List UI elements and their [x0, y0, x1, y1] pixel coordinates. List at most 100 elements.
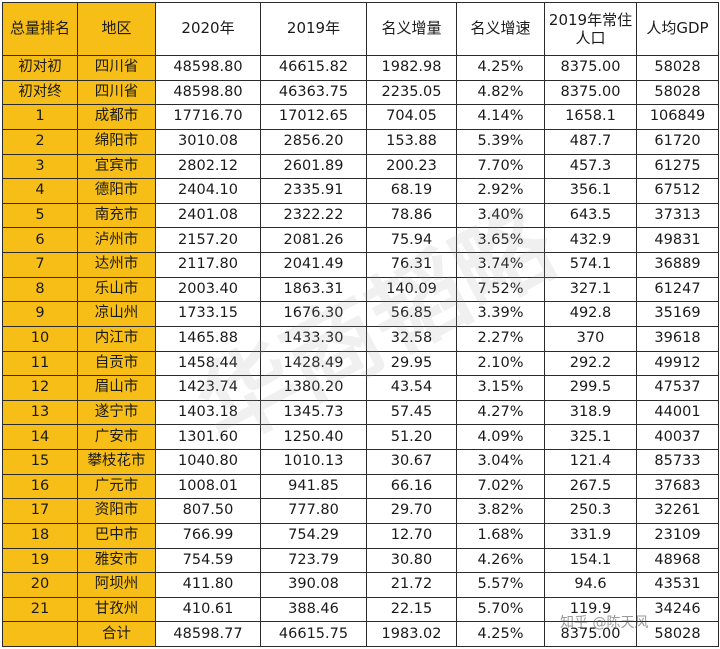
- gdp-2020-cell: 2401.08: [155, 202, 261, 229]
- gdp-2020-cell: 411.80: [155, 572, 261, 598]
- region-cell: 四川省: [77, 55, 156, 81]
- region-cell: 资阳市: [77, 498, 156, 524]
- rank-cell: 7: [2, 252, 78, 278]
- table-row: 16 广元市 1008.01 941.85 66.16 7.02% 267.5 37683: [2, 473, 719, 500]
- population-cell: 643.5: [544, 202, 637, 229]
- table-row: 17 资阳市 807.50 777.80 29.70 3.82% 250.3 32261: [2, 498, 719, 524]
- table-row: 9 凉山州 1733.15 1676.30 56.85 3.39% 492.8 35169: [2, 301, 719, 327]
- per-capita-cell: 37313: [636, 202, 719, 229]
- rank-cell: 8: [2, 276, 78, 303]
- gdp-2019-cell: 2081.26: [260, 227, 367, 253]
- gdp-2019-cell: 1433.30: [260, 325, 367, 352]
- growth-cell: 1.68%: [456, 522, 545, 549]
- region-cell: 雅安市: [77, 547, 156, 574]
- gdp-2019-cell: 1863.31: [260, 276, 367, 303]
- gdp-2019-cell: 46615.75: [260, 621, 367, 647]
- table-row: 18 巴中市 766.99 754.29 12.70 1.68% 331.9 23109: [2, 522, 719, 549]
- increment-cell: 43.54: [366, 375, 457, 401]
- increment-cell: 12.70: [366, 522, 457, 549]
- gdp-2020-cell: 1040.80: [155, 449, 261, 475]
- table-row: 14 广安市 1301.60 1250.40 51.20 4.09% 325.1 40037: [2, 424, 719, 450]
- per-capita-cell: 67512: [636, 178, 719, 204]
- gdp-2020-cell: 3010.08: [155, 128, 261, 155]
- increment-cell: 2235.05: [366, 79, 457, 106]
- increment-cell: 704.05: [366, 104, 457, 130]
- region-cell: 南充市: [77, 202, 156, 229]
- growth-cell: 3.65%: [456, 227, 545, 253]
- header-2019: 2019年: [260, 2, 367, 56]
- growth-cell: 3.15%: [456, 375, 545, 401]
- gdp-2019-cell: 1010.13: [260, 449, 367, 475]
- growth-cell: 7.52%: [456, 276, 545, 303]
- table-row: 4 德阳市 2404.10 2335.91 68.19 2.92% 356.1 67512: [2, 178, 719, 204]
- population-cell: 119.9: [544, 596, 637, 623]
- population-cell: 8375.00: [544, 621, 637, 647]
- region-cell: 达州市: [77, 252, 156, 278]
- gdp-2019-cell: 17012.65: [260, 104, 367, 130]
- population-cell: 356.1: [544, 178, 637, 204]
- header-2020: 2020年: [155, 2, 261, 56]
- rank-cell: 11: [2, 350, 78, 377]
- rank-cell: 19: [2, 547, 78, 574]
- table-row: 10 内江市 1465.88 1433.30 32.58 2.27% 370 39618: [2, 325, 719, 352]
- per-capita-cell: 49912: [636, 350, 719, 377]
- gdp-2019-cell: 1380.20: [260, 375, 367, 401]
- population-cell: 299.5: [544, 375, 637, 401]
- growth-cell: 3.39%: [456, 301, 545, 327]
- increment-cell: 76.31: [366, 252, 457, 278]
- region-cell: 泸州市: [77, 227, 156, 253]
- growth-cell: 4.09%: [456, 424, 545, 450]
- per-capita-cell: 48968: [636, 547, 719, 574]
- rank-cell: 2: [2, 128, 78, 155]
- rank-cell: 9: [2, 301, 78, 327]
- gdp-2020-cell: 2802.12: [155, 153, 261, 180]
- table-row: 8 乐山市 2003.40 1863.31 140.09 7.52% 327.1 61247: [2, 276, 719, 303]
- increment-cell: 68.19: [366, 178, 457, 204]
- gdp-2019-cell: 388.46: [260, 596, 367, 623]
- region-cell: 宜宾市: [77, 153, 156, 180]
- region-cell: 广安市: [77, 424, 156, 450]
- rank-cell: 15: [2, 449, 78, 475]
- table-row: 7 达州市 2117.80 2041.49 76.31 3.74% 574.1 36889: [2, 252, 719, 278]
- population-cell: 318.9: [544, 399, 637, 426]
- rank-cell: 13: [2, 399, 78, 426]
- per-capita-cell: 61720: [636, 128, 719, 155]
- per-capita-cell: 58028: [636, 55, 719, 81]
- header-region: 地区: [77, 2, 156, 56]
- increment-cell: 30.67: [366, 449, 457, 475]
- population-cell: 121.4: [544, 449, 637, 475]
- table-row: 21 甘孜州 410.61 388.46 22.15 5.70% 119.9 34246: [2, 596, 719, 623]
- rank-cell: 初对初: [2, 55, 78, 81]
- gdp-2019-cell: 1345.73: [260, 399, 367, 426]
- per-capita-cell: 61247: [636, 276, 719, 303]
- gdp-2020-cell: 1465.88: [155, 325, 261, 352]
- rank-cell: 6: [2, 227, 78, 253]
- per-capita-cell: 34246: [636, 596, 719, 623]
- table-row: 3 宜宾市 2802.12 2601.89 200.23 7.70% 457.3 61275: [2, 153, 719, 180]
- growth-cell: 2.27%: [456, 325, 545, 352]
- growth-cell: 4.82%: [456, 79, 545, 106]
- growth-cell: 3.04%: [456, 449, 545, 475]
- population-cell: 327.1: [544, 276, 637, 303]
- gdp-2019-cell: 2322.22: [260, 202, 367, 229]
- increment-cell: 29.70: [366, 498, 457, 524]
- per-capita-cell: 43531: [636, 572, 719, 598]
- per-capita-cell: 23109: [636, 522, 719, 549]
- table-row: 5 南充市 2401.08 2322.22 78.86 3.40% 643.5 37313: [2, 202, 719, 229]
- increment-cell: 75.94: [366, 227, 457, 253]
- gdp-2020-cell: 1733.15: [155, 301, 261, 327]
- rank-cell: 12: [2, 375, 78, 401]
- table-row: 15 攀枝花市 1040.80 1010.13 30.67 3.04% 121.4 85733: [2, 449, 719, 475]
- gdp-2019-cell: 1676.30: [260, 301, 367, 327]
- gdp-2019-cell: 46363.75: [260, 79, 367, 106]
- increment-cell: 1982.98: [366, 55, 457, 81]
- growth-cell: 2.10%: [456, 350, 545, 377]
- population-cell: 8375.00: [544, 55, 637, 81]
- population-cell: 457.3: [544, 153, 637, 180]
- population-cell: 94.6: [544, 572, 637, 598]
- header-gdp-per-capita: 人均GDP: [636, 2, 719, 56]
- rank-cell: 10: [2, 325, 78, 352]
- increment-cell: 51.20: [366, 424, 457, 450]
- gdp-2020-cell: 48598.80: [155, 79, 261, 106]
